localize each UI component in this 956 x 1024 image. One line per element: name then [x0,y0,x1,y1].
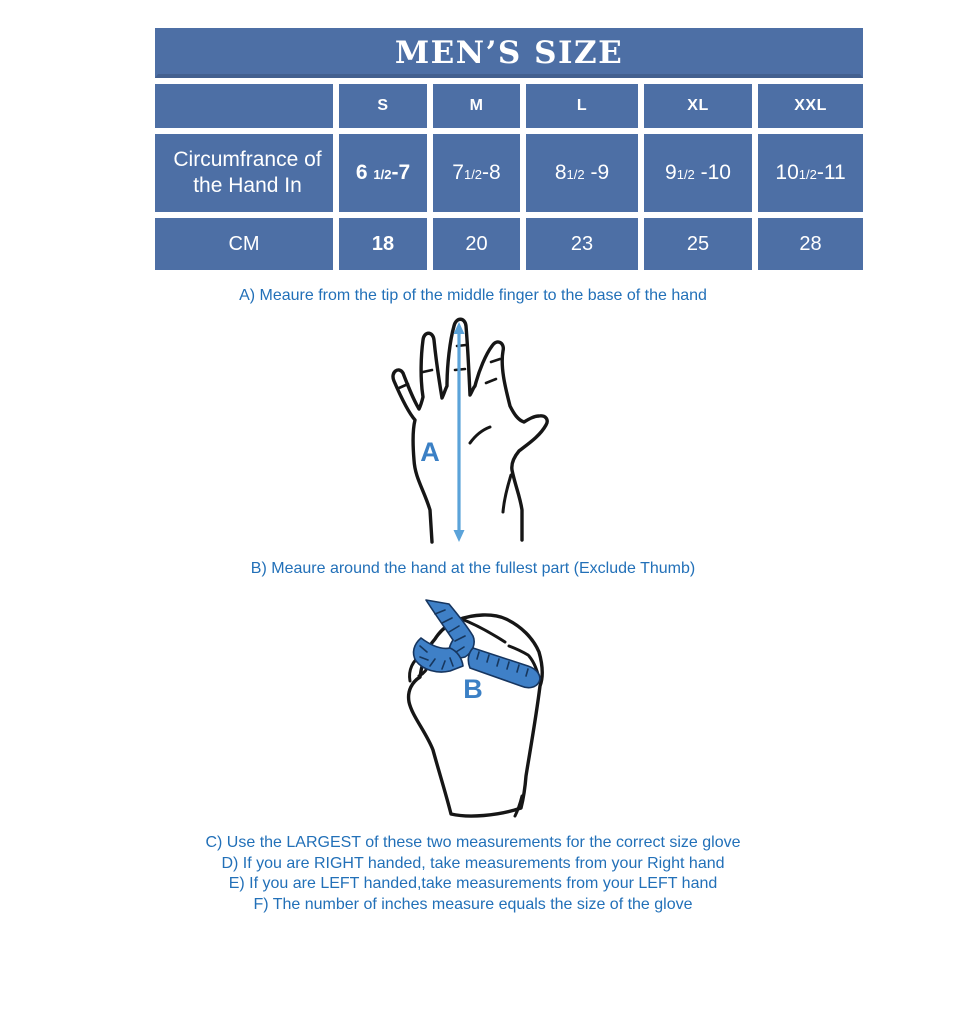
column-header-xl: XL [644,84,752,128]
corner-cell [155,84,333,128]
column-header-l: L [526,84,638,128]
instruction-f: F) The number of inches measure equals t… [253,895,693,913]
inches-row: Circumfrance of the Hand In 6 1/2-7 71/2… [155,134,864,212]
inches-value-xxl: 101/2-11 [758,134,864,212]
diagram-b-label: B [463,674,483,704]
inches-value-xl: 91/2 -10 [644,134,752,212]
instruction-a: A) Meaure from the tip of the middle fin… [239,287,707,304]
open-hand-icon: A [391,317,549,544]
mens-size-table: MEN’S SIZE S M L XL XXL Circumfrance of … [149,22,869,276]
cm-value-xxl: 28 [758,218,864,270]
inches-value-s: 6 1/2-7 [339,134,427,212]
cm-value-l: 23 [526,218,638,270]
instruction-c: C) Use the LARGEST of these two measurem… [205,834,741,851]
hand-length-diagram: A [358,310,598,555]
hand-circumference-diagram: B [393,586,603,831]
table-title-row: MEN’S SIZE [155,28,864,78]
column-header-s: S [339,84,427,128]
cm-row-label: CM [155,218,333,270]
measuring-tape-icon [412,599,541,689]
inches-value-l: 81/2 -9 [526,134,638,212]
column-header-xxl: XXL [758,84,864,128]
instruction-b: B) Meaure around the hand at the fullest… [250,560,696,577]
fist-icon: B [406,599,544,818]
cm-value-m: 20 [433,218,520,270]
column-header-m: M [433,84,520,128]
diagram-a-label: A [420,437,440,467]
inches-value-m: 71/2-8 [433,134,520,212]
instruction-d: D) If you are RIGHT handed, take measure… [221,854,725,872]
inches-row-label: Circumfrance of the Hand In [155,134,333,212]
measure-arrow-icon [453,322,465,542]
cm-row: CM 18 20 23 25 28 [155,218,864,270]
cm-value-xl: 25 [644,218,752,270]
instruction-e: E) If you are LEFT handed,take measureme… [228,875,718,892]
instructions-c-f: C) Use the LARGEST of these two measurem… [0,833,946,915]
table-title: MEN’S SIZE [155,28,864,78]
size-header-row: S M L XL XXL [155,84,864,128]
cm-value-s: 18 [339,218,427,270]
